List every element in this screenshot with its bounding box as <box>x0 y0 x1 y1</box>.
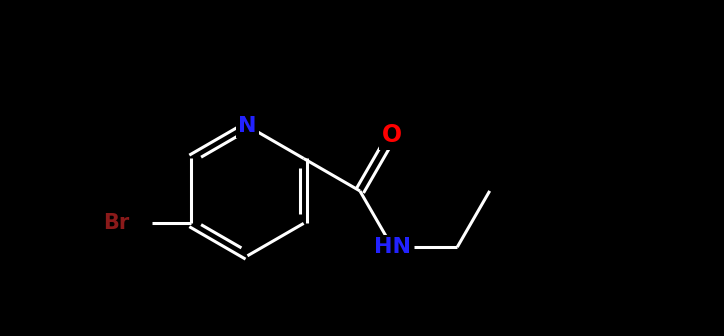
Text: N: N <box>238 116 257 136</box>
Text: Br: Br <box>103 213 129 234</box>
Text: HN: HN <box>374 237 411 257</box>
Text: O: O <box>382 123 403 147</box>
